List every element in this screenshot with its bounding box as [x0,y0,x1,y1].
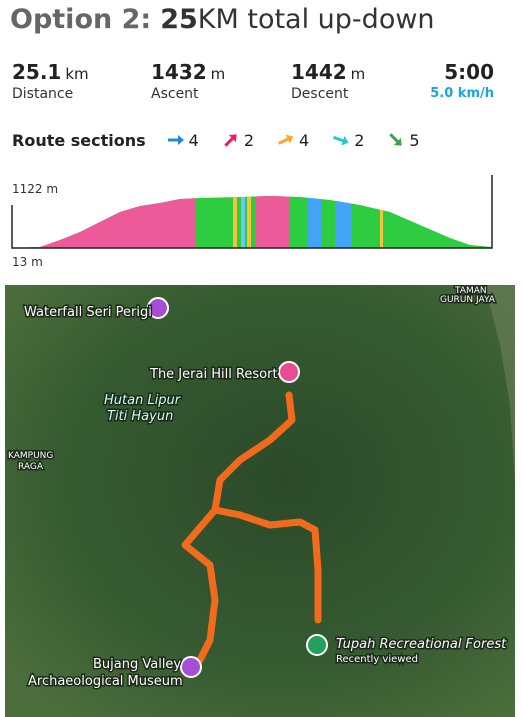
map: Waterfall Seri Perigi The Jerai Hill Res… [5,285,515,717]
route: Waterfall Seri Perigi The Jerai Hill Res… [7,285,509,691]
stat-unit: m [210,65,226,83]
stat: 25.1 km Distance [12,60,89,102]
map-label: TAMAN [454,286,487,296]
title-rest: KM total up-down [197,4,435,35]
route-sections: Route sections 4 2 4 2 5 [12,128,442,152]
map-label: Titi Hayun [107,409,173,424]
stat-unit: km [65,65,89,83]
stat-value: 5:00 [444,60,494,84]
map-label: Bujang Valley [93,657,181,672]
stat-unit: m [350,65,366,83]
pace: 5.0 km/h [430,86,494,101]
section-arrow [167,135,184,145]
stat-value: 1442 [291,60,347,84]
route-section: 2 [221,130,254,150]
section-count: 2 [354,130,365,150]
route-section: 4 [166,130,199,150]
section-count: 2 [243,130,255,150]
stat-value: 25.1 [12,60,62,84]
route-section: 5 [386,130,420,150]
stat: 5:00 5.0 km/h [430,60,494,101]
max-elevation: 1122 m [12,182,58,196]
stat-label: Descent [291,86,349,102]
map-label: GURUN JAYA [440,295,496,305]
stat: 1442 m Descent [291,60,365,102]
map-label: RAGA [18,462,44,472]
stat-label: Ascent [151,86,199,102]
stat: 1432 m Ascent [151,60,225,102]
section-arrow [389,133,403,146]
map-label: Recently viewed [336,654,418,665]
title-prefix: Option 2: [10,4,152,35]
map-label: Tupah Recreational Forest [336,637,507,652]
stat-label: Distance [12,86,74,102]
route-section: 2 [331,130,364,150]
section-arrow [278,134,294,145]
map-label: Hutan Lipur [104,393,182,408]
section-count: 5 [409,130,420,150]
section-arrow [333,135,349,146]
map-label: KAMPUNG [8,451,53,461]
section-count: 4 [299,130,310,150]
profile: 1122 m 13 m [11,175,493,269]
sections-title: Route sections [12,130,146,150]
profile-fill [12,196,492,248]
stat-value: 1432 [151,60,207,84]
title: Option 2: 25KM total up-down [10,4,435,35]
title-number: 25 [160,4,198,35]
section-count: 4 [188,130,199,150]
map-label: Archaeological Museum [28,674,183,689]
map-label: Waterfall Seri Perigi [24,305,152,320]
route-section: 4 [276,130,309,150]
min-elevation: 13 m [12,255,43,269]
section-arrow [224,134,237,147]
map-label: The Jerai Hill Resort [149,367,278,382]
profile-axes [11,175,493,249]
